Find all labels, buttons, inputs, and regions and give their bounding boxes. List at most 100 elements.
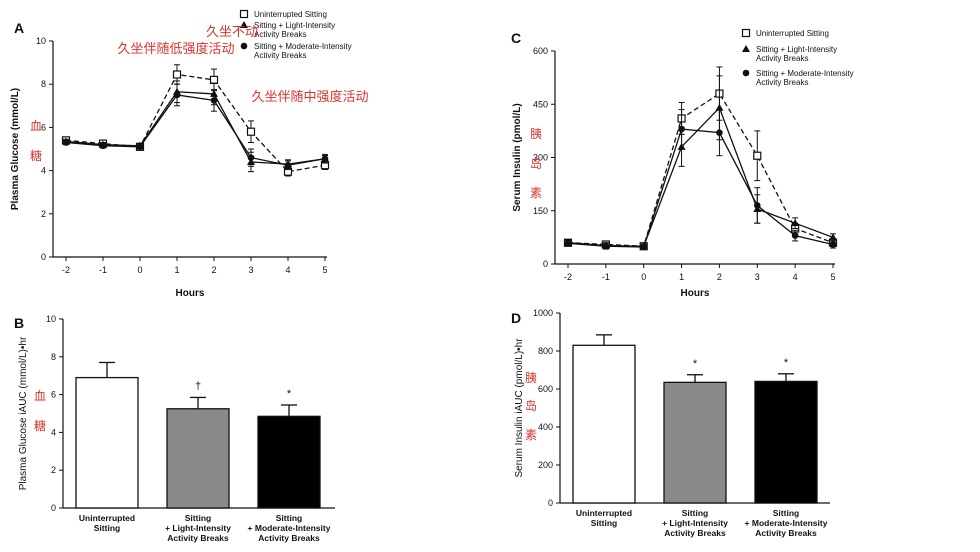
legend-label: Activity Breaks xyxy=(756,54,808,63)
y-tick-label: 0 xyxy=(51,503,56,513)
y-tick-label: 10 xyxy=(46,314,56,324)
y-axis-note: 素 xyxy=(525,428,537,442)
category-label: Sitting xyxy=(94,523,120,533)
data-point xyxy=(62,139,70,146)
significance-mark: * xyxy=(287,388,292,400)
panel-b: B 0 2 4 6 8 10 Plasma Glucose iAUC (mmol/L)•hr 血… xyxy=(14,314,335,543)
category-label: + Moderate-Intensity xyxy=(248,523,331,533)
category-label: Uninterrupted xyxy=(576,508,632,518)
series-annotation: 久坐不动 xyxy=(206,25,258,40)
data-point xyxy=(640,243,648,251)
y-tick-label: 2 xyxy=(41,209,46,219)
legend-label: Sitting + Light-Intensity xyxy=(254,21,335,30)
y-axis-note: 胰 xyxy=(525,371,537,385)
y-tick-label: 150 xyxy=(533,206,548,216)
bar xyxy=(75,376,139,509)
category-label: Sitting xyxy=(591,518,617,528)
y-axis-label: Serum Insulin (pmol/L) xyxy=(512,103,523,211)
category-label: Sitting xyxy=(276,513,302,523)
x-tick-label: -1 xyxy=(602,272,610,282)
y-tick-label: 8 xyxy=(41,79,46,89)
category-label: Sitting xyxy=(682,508,708,518)
y-axis-label: Serum Insulin iAUC (pmol/L)•hr xyxy=(514,338,525,478)
y-tick-label: 6 xyxy=(51,390,56,400)
y-axis-note: 糖 xyxy=(34,418,46,433)
x-axis-label: Hours xyxy=(176,288,205,299)
panel-letter: D xyxy=(511,310,521,326)
category-label: Sitting xyxy=(185,513,211,523)
bar xyxy=(663,381,727,504)
y-axis-note: 胰 xyxy=(530,127,542,141)
y-tick-label: 300 xyxy=(533,153,548,163)
y-tick-label: 8 xyxy=(51,352,56,362)
x-tick-label: 4 xyxy=(793,272,798,282)
series-line xyxy=(567,106,834,247)
y-tick-label: 600 xyxy=(533,46,548,56)
series-annotation: 久坐伴随中强度活动 xyxy=(251,89,368,105)
y-axis-label: Plasma Glucose (mmol/L) xyxy=(10,88,21,210)
legend-marker xyxy=(240,21,248,28)
y-axis-note: 血 xyxy=(34,389,46,403)
data-point xyxy=(210,97,218,104)
x-tick-label: -2 xyxy=(62,265,70,275)
x-tick-label: 0 xyxy=(137,265,142,275)
series-line xyxy=(65,73,326,173)
legend-marker xyxy=(742,69,750,77)
data-point xyxy=(753,202,761,209)
data-point xyxy=(564,240,572,247)
legend-marker xyxy=(741,28,751,38)
data-point xyxy=(321,155,329,163)
category-label: Activity Breaks xyxy=(258,533,320,543)
legend-label: Activity Breaks xyxy=(254,30,306,39)
y-axis-note: 素 xyxy=(530,186,542,200)
x-tick-label: 5 xyxy=(830,272,835,282)
series-1 xyxy=(564,75,837,250)
series-line xyxy=(65,94,326,166)
x-tick-label: 1 xyxy=(174,265,179,275)
legend-label: Activity Breaks xyxy=(756,78,808,87)
legend-marker xyxy=(240,42,248,50)
data-point xyxy=(602,242,610,250)
x-axis-label: Hours xyxy=(681,288,710,299)
x-tick-label: 3 xyxy=(248,265,253,275)
panel-d: D 0 200 400 600 800 1000 Serum Insulin iAUC (pm… xyxy=(511,308,830,538)
data-point xyxy=(715,103,724,111)
data-point xyxy=(172,70,182,79)
y-tick-label: 0 xyxy=(548,498,553,508)
data-point xyxy=(136,143,144,151)
data-point xyxy=(247,154,255,161)
series-line xyxy=(567,92,834,247)
series-annotation: 久坐伴随低强度活动 xyxy=(117,41,234,57)
y-axis-note: 岛 xyxy=(525,398,537,413)
data-point xyxy=(829,233,837,241)
category-label: Sitting xyxy=(773,508,799,518)
panel-c: C 0 150 300 450 600 -2 -1 0 1 2 3 4 5 Hours Serum Insul… xyxy=(511,28,854,299)
x-tick-label: 4 xyxy=(285,265,290,275)
y-tick-label: 0 xyxy=(543,259,548,269)
legend-label: Uninterrupted Sitting xyxy=(254,10,327,19)
bar xyxy=(572,344,636,504)
x-tick-label: 0 xyxy=(641,272,646,282)
legend-marker xyxy=(742,45,750,52)
bar xyxy=(754,380,818,504)
data-point xyxy=(791,232,799,239)
y-tick-label: 4 xyxy=(41,166,46,176)
legend-label: Sitting + Moderate-Intensity xyxy=(254,42,352,51)
category-label: Activity Breaks xyxy=(167,533,229,543)
data-point xyxy=(284,161,292,169)
significance-mark: * xyxy=(784,357,789,369)
data-point xyxy=(791,219,800,227)
y-tick-label: 200 xyxy=(538,460,553,470)
legend-label: Sitting + Light-Intensity xyxy=(756,45,837,54)
x-tick-label: 3 xyxy=(755,272,760,282)
x-tick-label: -1 xyxy=(99,265,107,275)
y-tick-label: 0 xyxy=(41,252,46,262)
x-tick-label: 2 xyxy=(717,272,722,282)
series-2 xyxy=(564,109,837,251)
series-line xyxy=(567,128,834,248)
category-label: Activity Breaks xyxy=(664,528,726,538)
x-tick-label: 1 xyxy=(679,272,684,282)
y-axis-label: Plasma Glucose iAUC (mmol/L)•hr xyxy=(18,336,29,490)
panel-letter: B xyxy=(14,315,24,331)
